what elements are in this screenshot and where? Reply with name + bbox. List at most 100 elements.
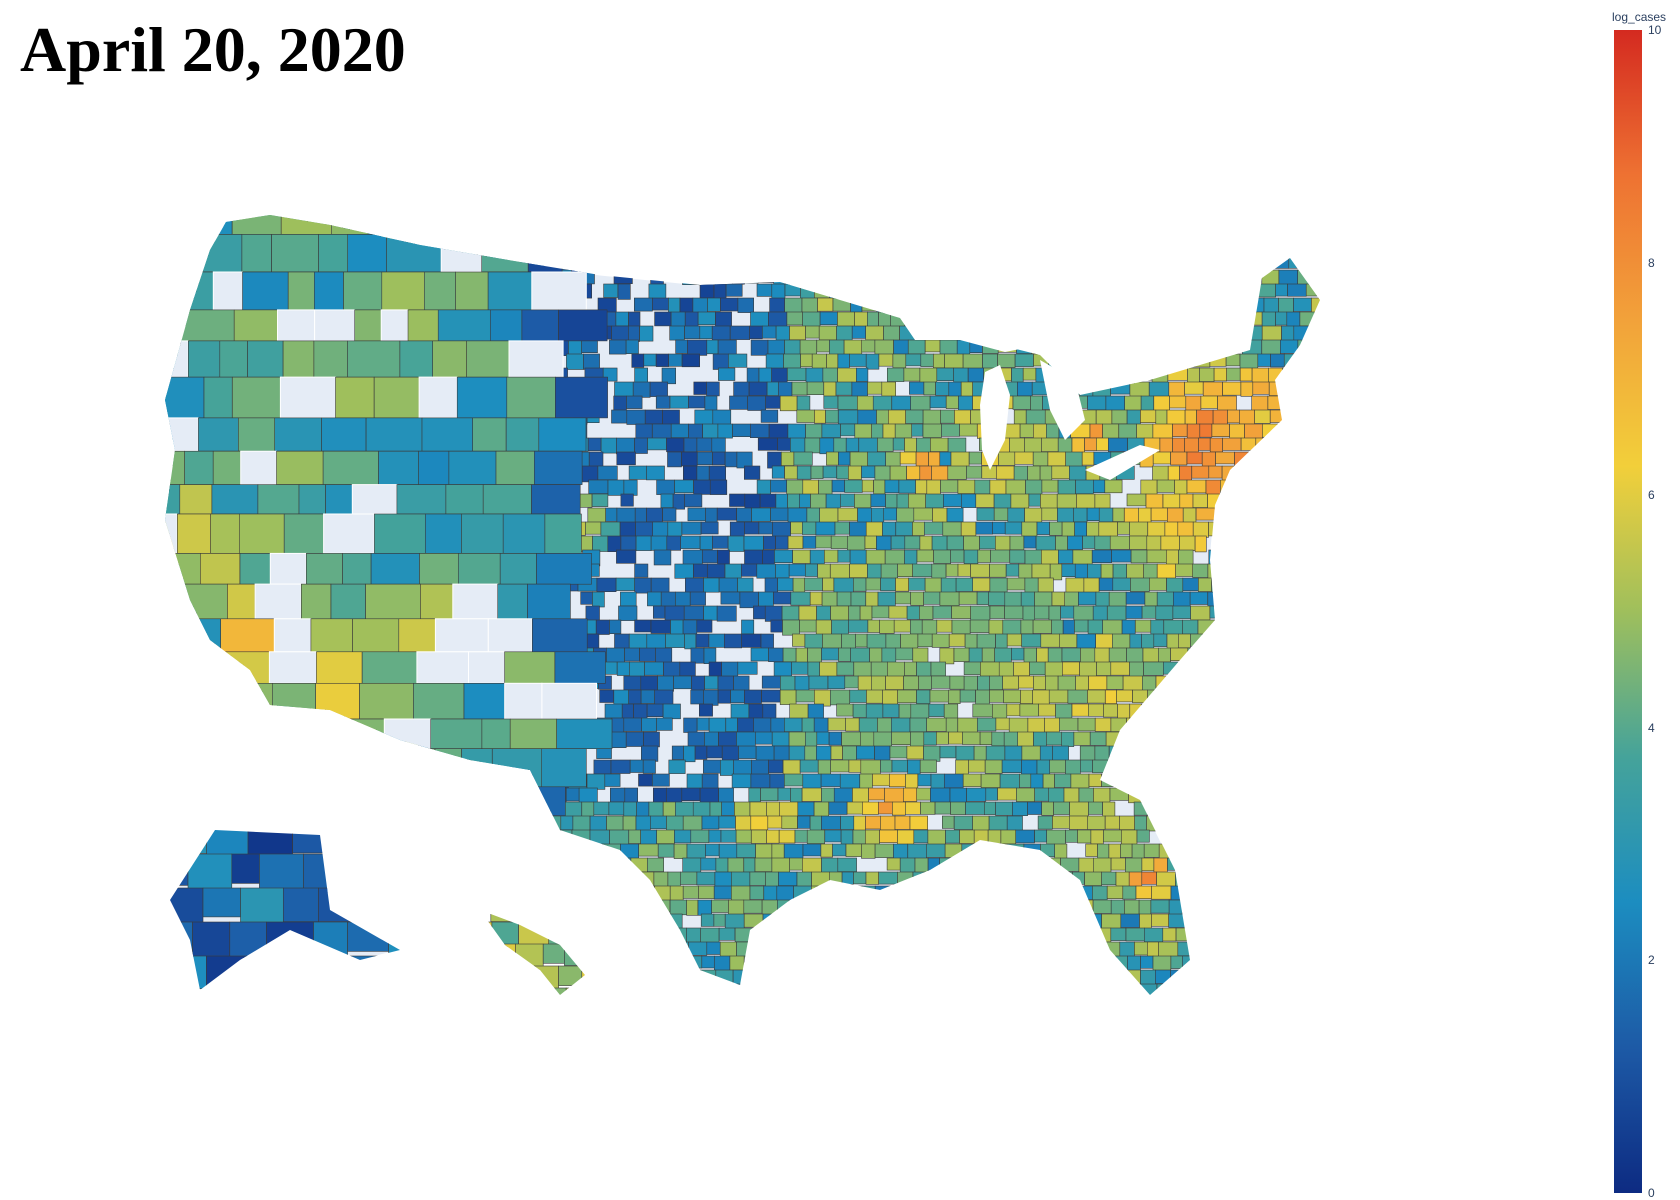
us-county[interactable] — [837, 549, 851, 563]
us-county[interactable] — [1059, 633, 1078, 648]
us-county[interactable] — [1013, 255, 1034, 271]
us-county[interactable] — [811, 200, 830, 217]
us-county[interactable] — [260, 703, 278, 720]
us-county[interactable] — [1110, 661, 1130, 676]
us-county[interactable] — [1147, 521, 1166, 537]
us-county[interactable] — [817, 297, 834, 312]
us-county[interactable] — [849, 521, 867, 538]
us-county[interactable] — [1263, 297, 1279, 313]
us-county[interactable] — [150, 270, 162, 282]
us-county[interactable] — [948, 731, 963, 745]
us-county[interactable] — [884, 787, 904, 803]
us-county[interactable] — [910, 969, 930, 983]
us-county[interactable] — [1261, 311, 1276, 328]
us-county[interactable] — [1024, 941, 1043, 958]
us-county[interactable] — [372, 857, 389, 873]
us-county[interactable] — [1139, 283, 1160, 300]
hawaii-county[interactable] — [470, 943, 493, 966]
us-county[interactable] — [673, 241, 690, 259]
us-county[interactable] — [634, 619, 652, 633]
us-county[interactable] — [897, 563, 914, 577]
us-county[interactable] — [1089, 969, 1106, 985]
us-county[interactable] — [1262, 731, 1275, 748]
us-county[interactable] — [728, 899, 745, 916]
us-county[interactable] — [924, 998, 939, 1012]
us-county[interactable] — [1125, 255, 1141, 273]
us-west-county[interactable] — [200, 553, 241, 585]
us-county[interactable] — [176, 731, 192, 748]
us-county[interactable] — [665, 787, 683, 804]
us-county[interactable] — [874, 998, 892, 1011]
us-county[interactable] — [419, 955, 439, 973]
us-county[interactable] — [872, 773, 890, 787]
us-county[interactable] — [178, 815, 195, 830]
us-county[interactable] — [241, 969, 260, 987]
us-county[interactable] — [1098, 577, 1114, 591]
us-county[interactable] — [222, 815, 240, 832]
us-county[interactable] — [883, 325, 900, 341]
us-west-county[interactable] — [318, 234, 349, 273]
us-county[interactable] — [1008, 717, 1029, 733]
us-county[interactable] — [1294, 507, 1308, 522]
us-county[interactable] — [790, 899, 811, 915]
us-county[interactable] — [830, 759, 850, 773]
us-county[interactable] — [434, 759, 451, 775]
us-county[interactable] — [1027, 465, 1041, 481]
us-county[interactable] — [620, 591, 637, 607]
us-county[interactable] — [234, 717, 254, 735]
us-west-county[interactable] — [374, 513, 426, 554]
us-county[interactable] — [904, 535, 921, 550]
us-west-county[interactable] — [313, 271, 344, 311]
us-county[interactable] — [631, 214, 645, 229]
us-county[interactable] — [287, 801, 300, 815]
us-county[interactable] — [1150, 619, 1165, 636]
us-county[interactable] — [1156, 591, 1174, 607]
us-county[interactable] — [751, 507, 771, 522]
us-county[interactable] — [811, 353, 827, 370]
us-county[interactable] — [1064, 885, 1077, 902]
us-county[interactable] — [948, 381, 962, 397]
us-county[interactable] — [828, 801, 848, 815]
us-county[interactable] — [963, 661, 981, 675]
us-county[interactable] — [1141, 717, 1160, 734]
us-county[interactable] — [773, 661, 792, 677]
us-county[interactable] — [1170, 955, 1183, 969]
us-county[interactable] — [697, 311, 716, 326]
us-county[interactable] — [1223, 759, 1238, 773]
us-county[interactable] — [229, 675, 244, 689]
us-county[interactable] — [913, 829, 929, 844]
us-county[interactable] — [833, 787, 853, 804]
us-county[interactable] — [560, 815, 574, 831]
us-county[interactable] — [809, 549, 825, 565]
us-county[interactable] — [1065, 829, 1078, 843]
us-county[interactable] — [1326, 662, 1345, 677]
us-county[interactable] — [810, 493, 827, 509]
us-county[interactable] — [1184, 409, 1197, 425]
us-county[interactable] — [701, 773, 719, 790]
us-county[interactable] — [809, 269, 828, 287]
us-county[interactable] — [1080, 759, 1093, 773]
us-county[interactable] — [258, 969, 275, 985]
us-county[interactable] — [614, 381, 634, 397]
us-county[interactable] — [1240, 815, 1258, 833]
us-county[interactable] — [671, 745, 684, 760]
us-county[interactable] — [607, 479, 625, 496]
us-county[interactable] — [252, 983, 272, 999]
us-county[interactable] — [846, 801, 863, 815]
us-county[interactable] — [712, 409, 732, 426]
us-county[interactable] — [639, 325, 654, 342]
us-county[interactable] — [457, 773, 472, 788]
us-county[interactable] — [1117, 269, 1134, 284]
us-county[interactable] — [1074, 521, 1087, 538]
us-county[interactable] — [1202, 381, 1223, 397]
us-county[interactable] — [461, 227, 482, 243]
us-county[interactable] — [251, 955, 265, 971]
us-county[interactable] — [839, 969, 852, 987]
us-county[interactable] — [1182, 955, 1196, 972]
us-county[interactable] — [765, 353, 784, 369]
us-county[interactable] — [841, 871, 854, 885]
us-county[interactable] — [163, 969, 175, 987]
us-county[interactable] — [822, 577, 835, 592]
us-county[interactable] — [772, 521, 791, 537]
us-county[interactable] — [1152, 465, 1169, 483]
